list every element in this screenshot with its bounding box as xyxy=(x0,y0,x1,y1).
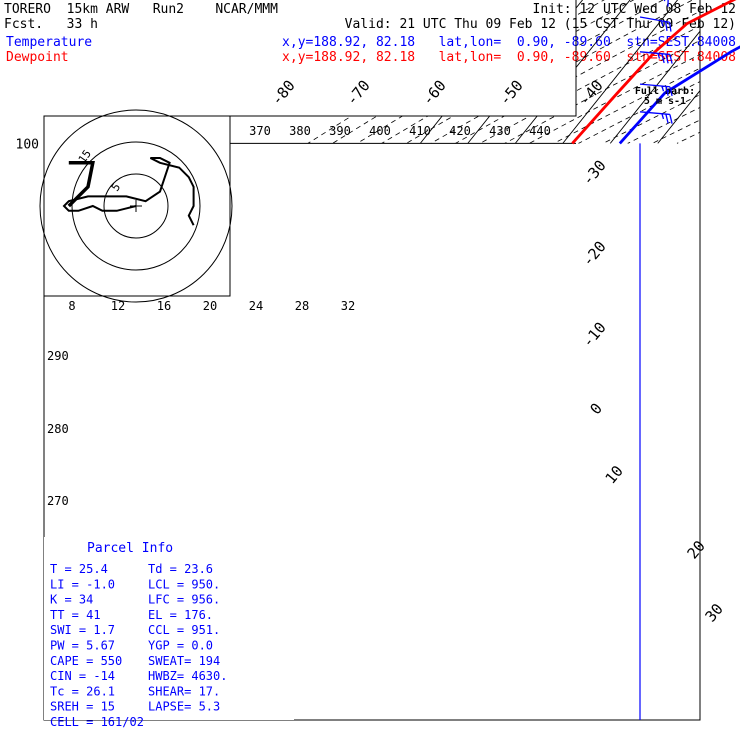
isotherm-line xyxy=(705,0,740,143)
parcel-info-value: LFC = 956. xyxy=(148,593,220,607)
isotherm-label: 10 xyxy=(601,462,626,487)
hodograph-speed-label: 32 xyxy=(341,299,355,313)
parcel-info-value: CCL = 951. xyxy=(148,623,220,637)
parcel-info-value: HWBZ= 4630. xyxy=(148,669,227,683)
isotherm-line xyxy=(609,0,700,144)
theta-label: 390 xyxy=(329,124,351,138)
isotherm-line xyxy=(514,0,700,144)
dry-adiabat-line xyxy=(529,0,700,144)
hodograph-speed-label: 24 xyxy=(249,299,263,313)
barb-legend-subtitle: 5 m s-1 xyxy=(644,96,686,107)
theta-label: 400 xyxy=(369,124,391,138)
temperature-legend: Temperature xyxy=(6,35,93,50)
wind-barb xyxy=(639,111,673,124)
isotherm-label: 30 xyxy=(701,600,726,625)
barb-legend-title: Full barb: xyxy=(635,86,695,97)
hodograph-ring xyxy=(103,173,169,239)
location-info-dew: x,y=188.92, 82.18 lat,lon= 0.90, -89.60 … xyxy=(282,50,736,65)
dry-adiabat-line xyxy=(627,0,700,144)
dry-adiabat-line xyxy=(726,0,740,143)
parcel-info-value: EL = 176. xyxy=(148,608,213,622)
dry-adiabat-line xyxy=(702,0,740,143)
hodograph-lowlevel-trace xyxy=(67,161,95,208)
dewpoint-legend: Dewpoint xyxy=(6,50,69,65)
hodograph-speed-label: 12 xyxy=(111,299,125,313)
theta-label: 380 xyxy=(289,124,311,138)
parcel-info-value: CELL = 161/02 xyxy=(50,715,144,729)
isotherm-label: -70 xyxy=(343,77,374,109)
isotherm-label: -60 xyxy=(419,77,450,109)
wind-barb xyxy=(639,51,673,64)
parcel-info-value: CIN = -14 xyxy=(50,669,115,683)
hodograph-speed-label: 28 xyxy=(295,299,309,313)
dewpoint-line xyxy=(571,0,737,145)
parcel-info-value: YGP = 0.0 xyxy=(148,639,213,653)
parcel-info-value: LCL = 950. xyxy=(148,577,220,591)
isotherm-line xyxy=(562,0,700,144)
hodograph-trace xyxy=(62,157,195,226)
isotherm-label: -10 xyxy=(579,319,610,351)
isotherm-label: -20 xyxy=(579,238,610,270)
isotherm-label: -50 xyxy=(496,77,527,109)
isotherm-label: -30 xyxy=(579,157,610,189)
isotherm-label: 0 xyxy=(586,400,606,418)
adiabat-label: 290 xyxy=(47,349,69,363)
parcel-info-value: SHEAR= 17. xyxy=(148,684,220,698)
pressure-tick-label: 100 xyxy=(16,137,39,152)
parcel-info-value: LAPSE= 5.3 xyxy=(148,700,220,714)
wind-barb xyxy=(639,83,673,97)
hodograph-ring xyxy=(39,109,233,303)
parcel-info-value: SWEAT= 194 xyxy=(148,654,220,668)
parcel-info-value: CAPE = 550 xyxy=(50,654,122,668)
theta-label: 430 xyxy=(489,124,511,138)
theta-label: 420 xyxy=(449,124,471,138)
dry-adiabat-line xyxy=(356,0,700,144)
adiabat-label: 280 xyxy=(47,422,69,436)
dry-adiabat-line xyxy=(332,0,700,144)
dry-adiabat-line xyxy=(381,0,700,144)
isotherm-label: -40 xyxy=(576,77,607,109)
wind-barb xyxy=(639,16,672,32)
parcel-info-title: Parcel Info xyxy=(87,541,173,556)
parcel-info-value: Td = 23.6 xyxy=(148,562,213,576)
parcel-info-value: TT = 41 xyxy=(50,608,101,622)
theta-label: 410 xyxy=(409,124,431,138)
hodograph-ring xyxy=(71,141,201,271)
hodograph-speed-label: 16 xyxy=(157,299,171,313)
parcel-info-value: LI = -1.0 xyxy=(50,577,115,591)
parcel-info-value: SWI = 1.7 xyxy=(50,623,115,637)
adiabat-label: 270 xyxy=(47,494,69,508)
parcel-info-value: T = 25.4 xyxy=(50,562,108,576)
parcel-info-box xyxy=(44,537,294,720)
isotherm-label: -80 xyxy=(268,77,299,109)
theta-label: 370 xyxy=(249,124,271,138)
parcel-info-value: Tc = 26.1 xyxy=(50,684,115,698)
theta-label: 440 xyxy=(529,124,551,138)
wind-barb xyxy=(663,0,669,7)
dry-adiabat-line xyxy=(553,0,700,144)
hodograph-speed-label: 8 xyxy=(68,299,75,313)
model-title: TORERO 15km ARW Run2 NCAR/MMM xyxy=(4,2,278,17)
dry-adiabat-line xyxy=(578,0,700,144)
hodograph-speed-label: 20 xyxy=(203,299,217,313)
dry-adiabat-line xyxy=(676,0,700,144)
parcel-info-value: SREH = 15 xyxy=(50,700,115,714)
forecast-hour: Fcst. 33 h xyxy=(4,17,98,32)
isotherm-label: 20 xyxy=(683,537,708,562)
parcel-info-value: K = 34 xyxy=(50,593,93,607)
parcel-info-value: PW = 5.67 xyxy=(50,639,115,653)
